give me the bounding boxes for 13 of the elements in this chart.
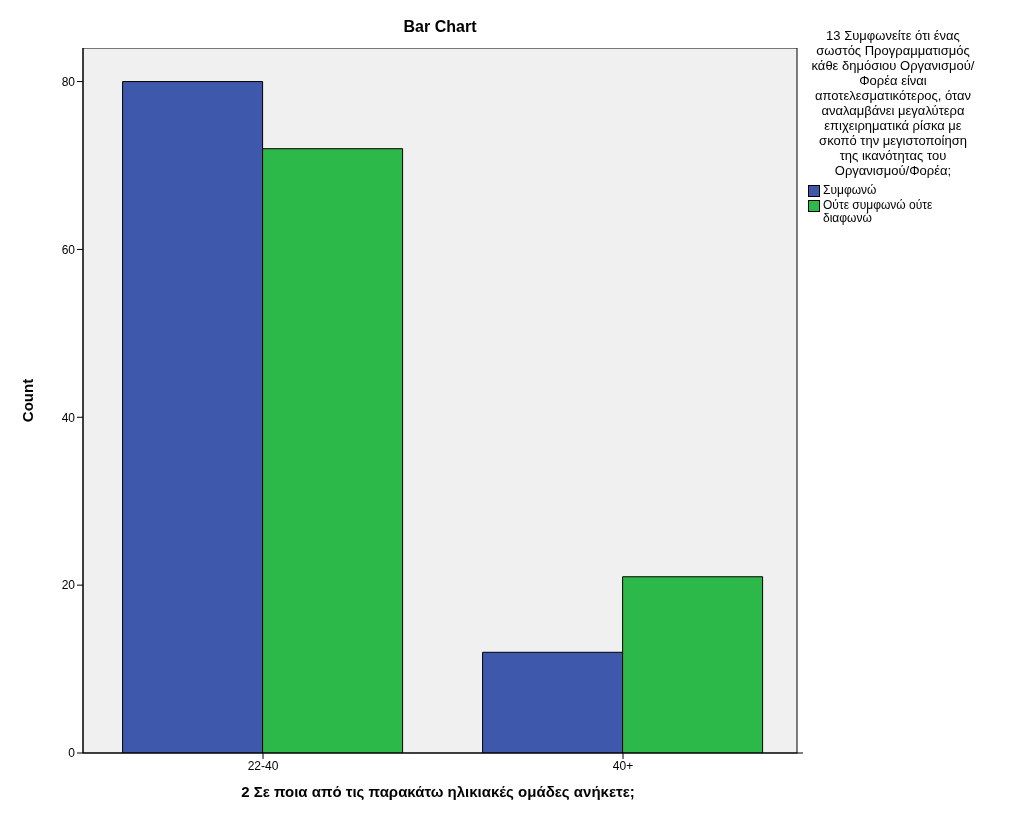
y-tick-label: 20 — [61, 578, 76, 593]
chart-title: Bar Chart — [402, 18, 478, 36]
y-tick-label: 80 — [61, 74, 76, 89]
x-tick-label: 40+ — [612, 758, 634, 773]
legend-label: Συμφωνώ — [823, 183, 877, 197]
y-tick-label: 0 — [68, 746, 76, 761]
legend-label: Ούτε συμφωνώ ούτε διαφωνώ — [823, 198, 934, 225]
x-axis-title: 2 Σε ποια από τις παρακάτω ηλικιακές ομάδες ανήκετε; — [240, 783, 636, 800]
x-tick-label: 22-40 — [247, 758, 279, 773]
y-tick-label: 60 — [61, 242, 76, 257]
y-axis-title: Count — [19, 378, 37, 423]
text: 13 Συμφωνείτε ότι ένας σωστός Προγραμματισμός κάθε δημόσιου Οργανισμού/Φορέα είναι αποτελεσματικότερος, όταν αναλαμβάνει μεγαλύτερα επιχειρηματικά ρίσκα με σκοπό την μεγιστοποίηση της ικανότητας του Οργανισμού/Φορέα; — [811, 28, 975, 178]
y-tick-label: 40 — [61, 410, 76, 425]
